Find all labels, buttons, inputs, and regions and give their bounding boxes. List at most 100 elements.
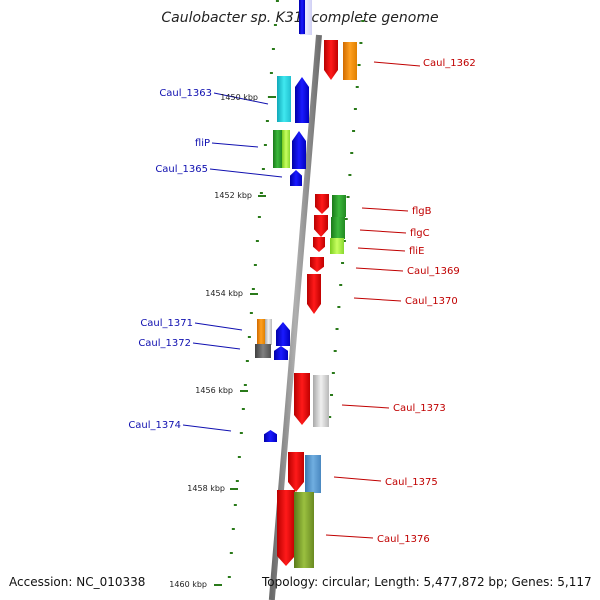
scale-dots xyxy=(227,0,365,578)
gene-flgc xyxy=(314,215,328,237)
scale-dot xyxy=(333,350,337,352)
gene-label: Caul_1362 xyxy=(423,58,476,69)
scale-dot xyxy=(227,576,231,578)
leader-line xyxy=(192,342,241,350)
gene-caul-1372 xyxy=(274,346,288,360)
gene-flgb-cog xyxy=(332,195,346,217)
scale-dot xyxy=(255,240,259,242)
leader-line xyxy=(333,476,382,482)
scale-dot xyxy=(346,196,350,198)
gene-caul-1376 xyxy=(277,490,295,566)
scale-dot xyxy=(273,24,277,26)
leader-line xyxy=(211,142,259,148)
gene-caul-1369 xyxy=(310,257,324,272)
scale-dot xyxy=(257,216,261,218)
gene-flie-cog xyxy=(330,238,344,254)
gene-label: Caul_1370 xyxy=(405,296,458,307)
gene-caul-1371-cog-b xyxy=(265,319,272,345)
partial-gene-top-blue xyxy=(299,0,305,34)
scale-dot xyxy=(348,174,352,176)
scale-dot xyxy=(249,312,253,314)
gene-label: Caul_1374 xyxy=(128,420,181,431)
scale-dot xyxy=(355,86,359,88)
leader-line xyxy=(359,229,407,234)
scale-dot xyxy=(241,408,245,410)
gene-label: flgC xyxy=(410,228,430,239)
gene-label: Caul_1365 xyxy=(155,164,208,175)
scale-dot xyxy=(339,284,343,286)
leader-line xyxy=(357,247,406,252)
scale-dot xyxy=(341,262,345,264)
scale-dot xyxy=(239,432,243,434)
gene-flip-cog-b xyxy=(282,130,290,168)
gene-label: Caul_1363 xyxy=(159,88,212,99)
scale-dot xyxy=(251,288,255,290)
scale-dot xyxy=(263,144,267,146)
leader-line xyxy=(182,424,232,432)
leader-line xyxy=(325,534,374,539)
accession-text: Accession: NC_010338 xyxy=(9,575,146,589)
scale-label: 1460 kbp xyxy=(169,580,207,589)
scale-dot xyxy=(233,504,237,506)
leader-line xyxy=(194,322,243,331)
gene-label: fliE xyxy=(409,246,424,257)
scale-dot xyxy=(243,384,247,386)
gene-caul-1375-cog xyxy=(305,455,321,493)
scale-dot xyxy=(352,130,356,132)
scale-dot xyxy=(335,328,339,330)
scale-label: 1450 kbp xyxy=(220,93,258,102)
gene-caul-1370 xyxy=(307,274,321,314)
gene-caul-1373-cog xyxy=(313,375,329,427)
scale-label: 1458 kbp xyxy=(187,484,225,493)
gene-caul-1374 xyxy=(264,430,277,442)
scale-dot xyxy=(353,108,357,110)
leader-line xyxy=(373,61,421,67)
scale-dot xyxy=(331,372,335,374)
scale-label: 1454 kbp xyxy=(205,289,243,298)
gene-caul-1373 xyxy=(294,373,310,425)
gene-label: Caul_1376 xyxy=(377,534,430,545)
scale-dot xyxy=(265,120,269,122)
scale-label: 1456 kbp xyxy=(195,386,233,395)
gene-label: fliP xyxy=(195,138,210,149)
scale-dot xyxy=(359,42,363,44)
scale-dot xyxy=(261,168,265,170)
scale-dot xyxy=(253,264,257,266)
scale-dot xyxy=(337,306,341,308)
gene-label: Caul_1372 xyxy=(138,338,191,349)
gene-labels: Caul_1362 Caul_1363 fliP Caul_1365 flgB flgC f… xyxy=(128,58,475,545)
gene-caul-1363 xyxy=(295,77,309,123)
gene-label: Caul_1375 xyxy=(385,477,438,488)
gene-label: Caul_1369 xyxy=(407,266,460,277)
gene-label: Caul_1373 xyxy=(393,403,446,414)
gene-caul-1362-cog xyxy=(343,42,357,80)
scale-dot xyxy=(350,152,354,154)
scale-dot xyxy=(361,20,365,22)
gene-caul-1375 xyxy=(288,452,304,492)
scale-dot xyxy=(328,416,332,418)
scale-dot xyxy=(269,72,273,74)
gene-flgc-cog xyxy=(331,217,345,239)
gene-label: flgB xyxy=(412,206,432,217)
gene-caul-1371 xyxy=(276,322,290,346)
scale-dot xyxy=(275,0,279,2)
gene-flip xyxy=(292,131,306,169)
scale-dot xyxy=(357,64,361,66)
scale-dot xyxy=(245,360,249,362)
gene-flie xyxy=(313,237,325,252)
gene-label: Caul_1371 xyxy=(140,318,193,329)
leader-line xyxy=(361,207,409,212)
leader-line xyxy=(355,267,404,272)
gene-features xyxy=(255,40,357,568)
gene-flip-cog-a xyxy=(273,130,282,168)
scale-dot xyxy=(330,394,334,396)
gene-caul-1376-cog xyxy=(294,492,314,568)
gene-caul-1365 xyxy=(290,170,302,186)
scale-dot xyxy=(237,456,241,458)
gene-caul-1372-cog xyxy=(255,344,271,358)
scale-dot xyxy=(231,528,235,530)
leader-line xyxy=(213,92,269,105)
leader-line xyxy=(209,168,283,178)
